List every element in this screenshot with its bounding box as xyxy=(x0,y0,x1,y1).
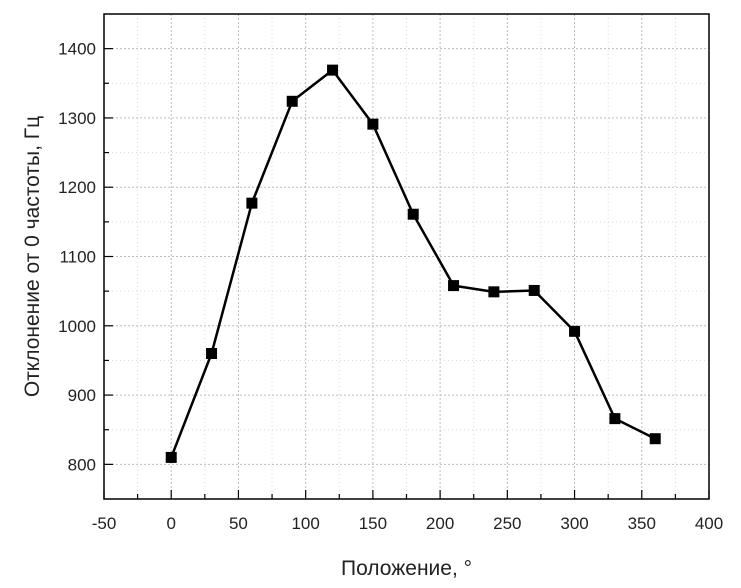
data-point xyxy=(609,413,621,425)
series-line xyxy=(170,68,656,458)
y-tick-label: 1300 xyxy=(58,109,96,128)
x-tick-label: 150 xyxy=(359,514,387,533)
x-axis-label: Положение, ° xyxy=(341,557,472,580)
plot-frame xyxy=(103,13,710,500)
x-tick-label: 400 xyxy=(695,514,723,533)
x-tick-label: 300 xyxy=(560,514,588,533)
y-tick-label: 1200 xyxy=(58,178,96,197)
data-point xyxy=(246,197,258,209)
grid xyxy=(104,14,709,499)
y-tick-labels: 800 900 1000 1100 1200 1300 1400 xyxy=(58,40,96,475)
data-point xyxy=(649,433,661,445)
y-tick-label: 1000 xyxy=(58,317,96,336)
y-tick-label: 900 xyxy=(68,386,96,405)
data-point xyxy=(407,208,419,220)
data-point xyxy=(367,118,379,130)
x-tick-label: 50 xyxy=(229,514,248,533)
x-tick-labels: -50 0 50 100 150 200 250 300 350 400 xyxy=(92,514,723,533)
x-tick-label: 350 xyxy=(628,514,656,533)
y-axis-label: Отклонение от 0 частоты, Гц xyxy=(21,116,44,397)
axis-ticks xyxy=(103,48,710,499)
y-tick-label: 1100 xyxy=(59,248,96,267)
data-point xyxy=(448,280,460,292)
x-tick-label: 250 xyxy=(493,514,521,533)
data-point xyxy=(206,348,218,359)
data-point xyxy=(165,451,177,463)
y-tick-label: 1400 xyxy=(58,40,96,59)
series xyxy=(165,64,661,463)
data-point xyxy=(528,284,540,296)
data-point xyxy=(569,325,581,337)
x-tick-label: 100 xyxy=(291,514,319,533)
data-point xyxy=(488,286,500,298)
x-tick-label: 200 xyxy=(426,514,454,533)
data-point xyxy=(286,95,298,107)
x-tick-label: -50 xyxy=(92,514,117,533)
y-tick-label: 800 xyxy=(68,455,96,474)
data-point xyxy=(327,64,339,76)
x-tick-label: 0 xyxy=(166,514,175,533)
